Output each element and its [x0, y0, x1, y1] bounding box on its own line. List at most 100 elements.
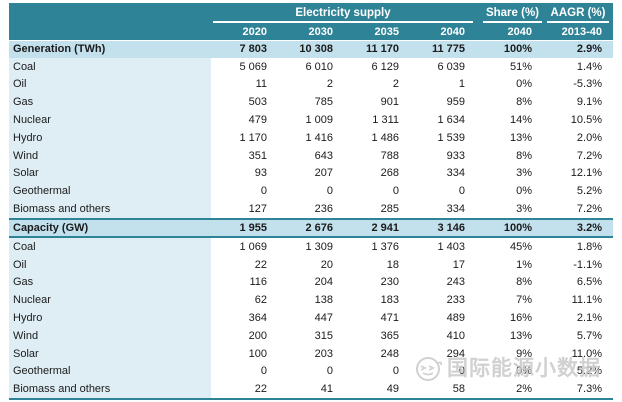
section-total-cell: 2 941: [371, 221, 399, 234]
row-label: Gas: [9, 93, 211, 112]
table-row: Coal 1 069 1 309 1 376 1 403 45% 1.8%: [9, 237, 613, 256]
row-label: Oil: [9, 75, 211, 94]
row-label: Hydro: [9, 309, 211, 327]
value-cell: 3%: [475, 203, 545, 216]
value-cell: 7%: [475, 294, 545, 307]
section-title: Generation (TWh): [13, 43, 106, 56]
value-cell: 8%: [475, 276, 545, 289]
value-cell: 1 170: [211, 131, 277, 144]
table-row: Geothermal 0 0 0 0 0% 5.2%: [9, 182, 613, 201]
section-total-cell: 3 146: [437, 221, 465, 234]
value-cell: 364: [211, 312, 277, 325]
value-cell: 1 486: [343, 131, 409, 144]
value-cell: 22: [211, 258, 277, 271]
value-cell: 51%: [475, 60, 545, 73]
value-cell: 3%: [475, 167, 545, 180]
value-cell: 1 416: [277, 131, 343, 144]
value-cell: 236: [277, 203, 343, 216]
table-header: Electricity supply Share (%) AAGR (%) 20…: [9, 3, 613, 40]
value-cell: 268: [343, 167, 409, 180]
value-cell: 294: [409, 347, 475, 360]
value-cell: 17: [409, 258, 475, 271]
value-cell: 6 010: [277, 60, 343, 73]
row-label: Geothermal: [9, 362, 211, 381]
section-total-cell: 100%: [503, 43, 532, 56]
value-cell: 1 376: [343, 240, 409, 253]
value-cell: 351: [211, 149, 277, 162]
value-cell: 248: [343, 347, 409, 360]
value-cell: 18: [343, 258, 409, 271]
table-row: Oil 11 2 2 1 0% -5.3%: [9, 75, 613, 94]
value-cell: 9%: [475, 347, 545, 360]
value-cell: 11: [211, 78, 277, 91]
value-cell: 8%: [475, 96, 545, 109]
section-total-cell: 11 775: [431, 43, 465, 56]
row-label: Coal: [9, 57, 211, 76]
header-group-share: Share (%): [475, 5, 545, 23]
table-row: Solar 93 207 268 334 3% 12.1%: [9, 164, 613, 183]
electricity-supply-table: Electricity supply Share (%) AAGR (%) 20…: [9, 3, 613, 401]
value-cell: 16%: [475, 312, 545, 325]
value-cell: 7.3%: [545, 383, 613, 396]
row-label: Oil: [9, 255, 211, 274]
value-cell: 127: [211, 203, 277, 216]
value-cell: 10.5%: [545, 114, 613, 127]
value-cell: 901: [343, 96, 409, 109]
value-cell: 5.2%: [545, 365, 613, 378]
row-label: Hydro: [9, 128, 211, 147]
value-cell: 785: [277, 96, 343, 109]
value-cell: 116: [211, 276, 277, 289]
value-cell: 2.0%: [545, 131, 613, 144]
value-cell: 1 539: [409, 131, 475, 144]
table-row: Coal 5 069 6 010 6 129 6 039 51% 1.4%: [9, 57, 613, 76]
value-cell: 2: [277, 78, 343, 91]
column-header-2030: 2030: [308, 25, 333, 38]
value-cell: 1 311: [343, 114, 409, 127]
value-cell: 959: [409, 96, 475, 109]
value-cell: 13%: [475, 329, 545, 342]
value-cell: 0: [409, 185, 475, 198]
value-cell: 479: [211, 114, 277, 127]
value-cell: 62: [211, 294, 277, 307]
header-group-aagr: AAGR (%): [545, 5, 613, 23]
value-cell: 7.2%: [545, 203, 613, 216]
table-row: Oil 22 20 18 17 1% -1.1%: [9, 255, 613, 274]
value-cell: 1 069: [211, 240, 277, 253]
column-header-aagr-2013-40: 2013-40: [561, 25, 602, 38]
value-cell: 315: [277, 329, 343, 342]
section-total-cell: 10 308: [299, 43, 333, 56]
value-cell: -1.1%: [545, 258, 613, 271]
value-cell: 5.2%: [545, 185, 613, 198]
section-header-row: Generation (TWh) 7 803 10 308 11 170 11 775 1…: [9, 40, 613, 58]
value-cell: 365: [343, 329, 409, 342]
value-cell: 1: [409, 78, 475, 91]
value-cell: 100: [211, 347, 277, 360]
value-cell: 6 039: [409, 60, 475, 73]
section-total-cell: 2.9%: [576, 43, 602, 56]
row-label: Coal: [9, 237, 211, 256]
value-cell: 203: [277, 347, 343, 360]
value-cell: 2: [343, 78, 409, 91]
value-cell: 0: [277, 365, 343, 378]
value-cell: 933: [409, 149, 475, 162]
value-cell: 45%: [475, 240, 545, 253]
value-cell: 200: [211, 329, 277, 342]
table-row: Hydro 364 447 471 489 16% 2.1%: [9, 309, 613, 327]
row-label: Biomass and others: [9, 200, 211, 218]
value-cell: 788: [343, 149, 409, 162]
value-cell: 0: [409, 365, 475, 378]
value-cell: 0: [343, 185, 409, 198]
value-cell: 410: [409, 329, 475, 342]
row-label: Wind: [9, 146, 211, 165]
value-cell: 233: [409, 294, 475, 307]
row-label: Nuclear: [9, 111, 211, 129]
value-cell: 2.1%: [545, 312, 613, 325]
table-row: Gas 116 204 230 243 8% 6.5%: [9, 273, 613, 292]
column-header-2020: 2020: [242, 25, 267, 38]
table-row: Wind 200 315 365 410 13% 5.7%: [9, 326, 613, 345]
row-label: Solar: [9, 164, 211, 183]
column-header-share-2040: 2040: [507, 25, 532, 38]
value-cell: 41: [277, 383, 343, 396]
value-cell: 0: [211, 185, 277, 198]
